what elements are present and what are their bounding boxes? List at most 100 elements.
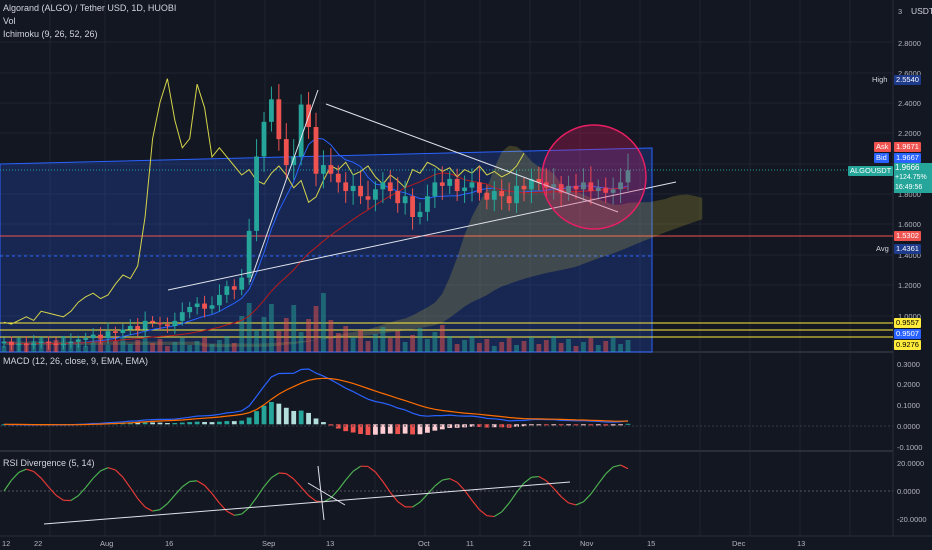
macd-axis[interactable]: 0.3000 0.2000 0.1000 0.0000 -0.1000 bbox=[897, 360, 922, 452]
rally-trend-line[interactable] bbox=[249, 89, 319, 283]
candle-body-67 bbox=[499, 191, 505, 197]
rsi-segment-70 bbox=[516, 482, 525, 493]
time-axis[interactable]: 12 22 Aug 16 Sep 13 Oct 11 21 Nov 15 Dec 13 bbox=[2, 539, 805, 548]
support-trend-line[interactable] bbox=[167, 181, 677, 291]
change-percent: +124.75% bbox=[895, 174, 927, 181]
volume-bar-81 bbox=[603, 341, 609, 352]
volume-bar-67 bbox=[499, 342, 505, 352]
rsi-segment-47 bbox=[345, 470, 354, 481]
candle-body-74 bbox=[551, 184, 557, 188]
macd-hist-bar-52 bbox=[387, 424, 393, 434]
rsi-trend-lines[interactable] bbox=[43, 465, 571, 525]
volume-bar-20 bbox=[150, 343, 155, 352]
highlight-circle[interactable] bbox=[541, 124, 647, 230]
volume-bar-21 bbox=[157, 339, 163, 352]
rsi-segment-27 bbox=[196, 480, 205, 486]
volume-bar-24 bbox=[179, 338, 185, 352]
candle-body-45 bbox=[335, 173, 341, 183]
rsi-segment-72 bbox=[531, 475, 539, 478]
volume-bar-76 bbox=[566, 339, 571, 352]
volume-bar-32 bbox=[239, 316, 245, 352]
rsi-segment-1 bbox=[3, 479, 12, 492]
rsi-support-trend-line[interactable] bbox=[43, 481, 571, 525]
rsi-segment-28 bbox=[204, 484, 213, 494]
candle-body-60 bbox=[447, 178, 453, 186]
rsi-segment-20 bbox=[144, 506, 153, 512]
ask-value: 1.9671 bbox=[894, 142, 921, 152]
candle-body-14 bbox=[105, 331, 111, 339]
price-tick-3: 2.4000 bbox=[898, 99, 921, 108]
macd-hist-bar-72 bbox=[536, 424, 542, 426]
macd-hist-bar-50 bbox=[373, 424, 378, 435]
candle-body-40 bbox=[298, 104, 304, 157]
macd-hist-bar-20 bbox=[150, 422, 155, 425]
resistance-trend-line[interactable] bbox=[325, 103, 619, 213]
time-tick-0: 12 bbox=[2, 539, 10, 548]
rsi-segment-8 bbox=[55, 494, 64, 501]
rsi-segment-51 bbox=[374, 471, 384, 482]
rsi-segment-83 bbox=[612, 464, 621, 468]
rsi-segment-64 bbox=[471, 499, 480, 511]
volume-bar-79 bbox=[588, 338, 594, 352]
macd-hist-bar-19 bbox=[142, 422, 148, 425]
ichimoku-legend[interactable]: Ichimoku (9, 26, 52, 26) bbox=[3, 29, 98, 39]
rsi-tick-0: 20.0000 bbox=[897, 459, 924, 468]
volume-bar-23 bbox=[172, 342, 178, 352]
macd-hist-bar-41 bbox=[306, 412, 311, 425]
macd-legend[interactable]: MACD (12, 26, close, 9, EMA, EMA) bbox=[3, 356, 149, 366]
rsi-segment-57 bbox=[419, 493, 428, 503]
candle-body-37 bbox=[276, 99, 282, 140]
volume-bar-19 bbox=[142, 336, 148, 352]
currency-label[interactable]: USDT bbox=[911, 6, 932, 16]
rsi-cross-line-1[interactable] bbox=[307, 482, 346, 506]
price-axis[interactable]: 3 2.8000 2.6000 2.4000 2.2000 1.8000 1.6000 1.4… bbox=[898, 7, 921, 321]
ichimoku-cloud bbox=[4, 145, 703, 348]
macd-hist-bar-56 bbox=[417, 424, 423, 435]
volume-bar-31 bbox=[231, 343, 237, 352]
volume-bar-70 bbox=[521, 341, 527, 352]
price-tick-0: 3 bbox=[898, 7, 902, 16]
volume-bar-57 bbox=[425, 339, 430, 352]
volume-bar-22 bbox=[165, 346, 170, 352]
chart-title[interactable]: Algorand (ALGO) / Tether USD, 1D, HUOBI bbox=[3, 3, 177, 13]
macd-hist-bar-82 bbox=[610, 424, 616, 426]
rsi-segment-77 bbox=[568, 502, 577, 506]
candle-body-6 bbox=[46, 341, 51, 344]
candle-body-10 bbox=[75, 339, 81, 342]
rsi-segment-81 bbox=[597, 473, 607, 485]
volume-bar-47 bbox=[350, 337, 356, 352]
rsi-segment-19 bbox=[137, 498, 146, 508]
macd-hist-bar-71 bbox=[529, 424, 534, 426]
macd-hist-bar-76 bbox=[566, 424, 571, 426]
candle-body-46 bbox=[343, 182, 349, 192]
rsi-segment-52 bbox=[382, 481, 391, 493]
rsi-segment-68 bbox=[501, 502, 510, 513]
macd-hist-bar-54 bbox=[402, 424, 408, 434]
volume-bar-25 bbox=[187, 345, 193, 352]
macd-hist-bar-49 bbox=[365, 424, 371, 435]
candle-body-19 bbox=[142, 320, 148, 330]
rsi-segment-2 bbox=[10, 471, 20, 481]
volume-bar-72 bbox=[536, 344, 542, 352]
rsi-segment-24 bbox=[174, 486, 183, 496]
macd-tick-4: -0.1000 bbox=[897, 443, 922, 452]
rsi-legend[interactable]: RSI Divergence (5, 14) bbox=[3, 458, 95, 468]
level-tag-0-9507: 0.9507 bbox=[894, 329, 921, 339]
time-tick-10: 15 bbox=[647, 539, 655, 548]
macd-hist-bar-18 bbox=[135, 422, 141, 425]
rsi-cross-line-2[interactable] bbox=[317, 465, 325, 521]
macd-hist-bar-39 bbox=[291, 410, 297, 425]
vol-legend[interactable]: Vol bbox=[3, 16, 16, 26]
high-value: 2.5540 bbox=[894, 75, 921, 85]
candle-body-12 bbox=[90, 334, 96, 339]
volume-bar-44 bbox=[328, 320, 334, 352]
rsi-segment-53 bbox=[389, 491, 399, 502]
rsi-axis[interactable]: 20.0000 0.0000 -20.0000 bbox=[897, 459, 927, 524]
rsi-segment-76 bbox=[560, 496, 569, 504]
macd-hist-bar-78 bbox=[581, 424, 586, 426]
price-trend-lines[interactable] bbox=[167, 89, 677, 291]
candle-body-64 bbox=[477, 182, 482, 193]
candle-body-51 bbox=[380, 182, 386, 190]
rsi-segment-84 bbox=[620, 464, 629, 470]
